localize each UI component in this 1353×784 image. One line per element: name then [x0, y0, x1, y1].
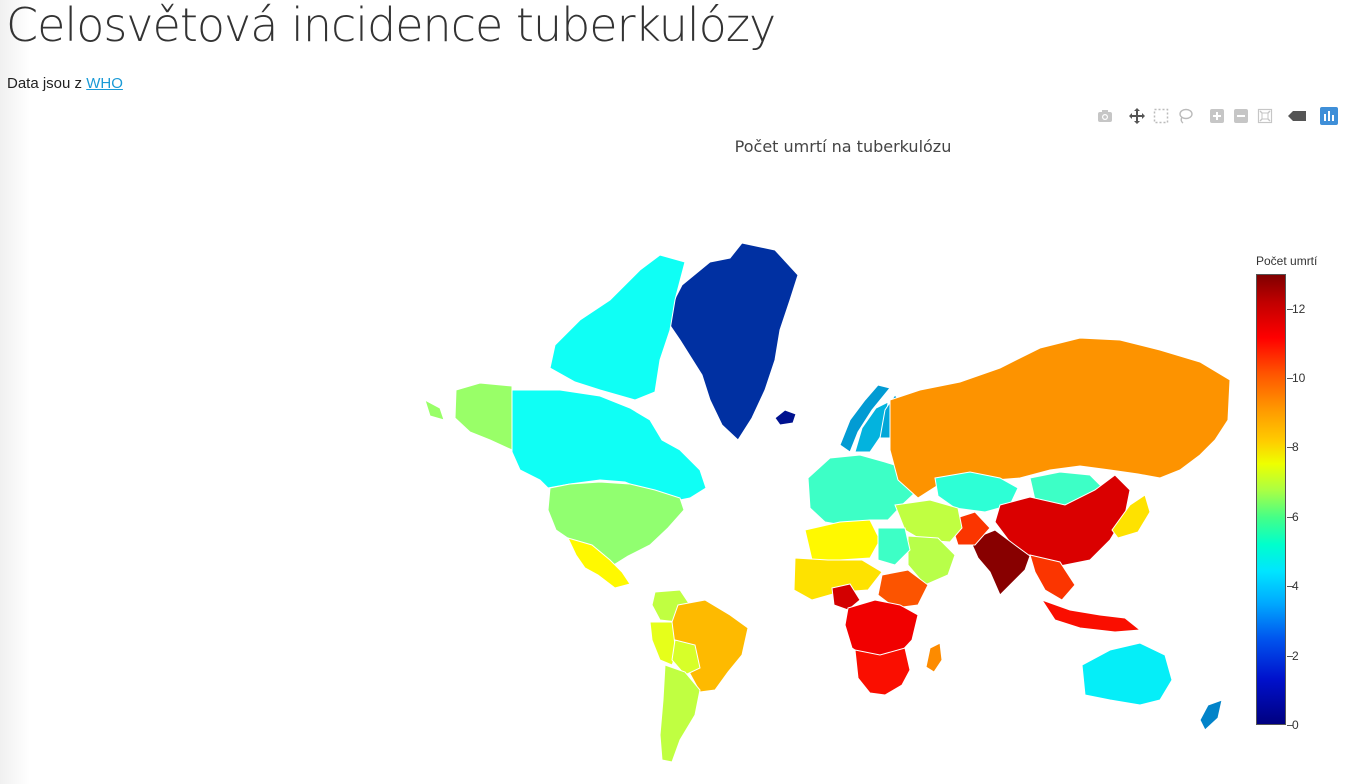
- country-alaska[interactable]: [424, 382, 513, 451]
- country-india[interactable]: [969, 529, 1031, 596]
- country-canadian-arctic[interactable]: [549, 254, 686, 401]
- colorbar-tick-label: 4: [1292, 579, 1299, 594]
- country-mexico[interactable]: [567, 537, 631, 589]
- country-norway[interactable]: [839, 384, 891, 453]
- country-chile-argentina[interactable]: [659, 664, 701, 763]
- colorbar-title: Počet umrtí: [1256, 254, 1318, 268]
- box-select-icon[interactable]: [1152, 107, 1170, 125]
- zoom-in-icon[interactable]: [1208, 107, 1226, 125]
- country-saudi-arabia[interactable]: [907, 535, 956, 586]
- colorbar-tick-label: 10: [1292, 371, 1306, 386]
- colorbar-tick-label: 12: [1292, 301, 1306, 316]
- plot-title: Počet umrtí na tuberkulózu: [734, 137, 952, 156]
- country-new-zealand[interactable]: [1199, 699, 1223, 731]
- country-middle-east[interactable]: [894, 499, 963, 543]
- colorbar-tick-mark: [1287, 516, 1293, 518]
- country-australia[interactable]: [1081, 642, 1173, 706]
- colorbar-tick-label: 6: [1292, 509, 1299, 524]
- page-shadow: [0, 0, 30, 784]
- colorbar-tick-mark: [1287, 447, 1293, 449]
- country-sweden[interactable]: [854, 401, 889, 453]
- country-united-states[interactable]: [547, 481, 685, 567]
- lasso-select-icon[interactable]: [1176, 107, 1194, 125]
- country-japan[interactable]: [1111, 494, 1151, 539]
- zoom-out-icon[interactable]: [1232, 107, 1250, 125]
- country-southern-africa[interactable]: [854, 647, 911, 696]
- country-nigeria[interactable]: [831, 583, 861, 611]
- source-prefix: Data jsou z: [7, 75, 83, 92]
- country-southeast-asia[interactable]: [1029, 554, 1076, 601]
- colorbar-tick-label: 0: [1292, 718, 1299, 732]
- colorbar-tick-mark: [1287, 725, 1293, 726]
- country-sahel[interactable]: [793, 557, 883, 601]
- colorbar-tick-mark: [1287, 655, 1293, 657]
- country-madagascar[interactable]: [925, 642, 943, 673]
- colorbar-tick-mark: [1287, 378, 1293, 380]
- country-bolivia[interactable]: [671, 639, 701, 676]
- country-egypt[interactable]: [877, 527, 911, 566]
- colorbar-tick-mark: [1287, 308, 1293, 310]
- who-link[interactable]: WHO: [86, 75, 123, 92]
- source-line: Data jsou z WHO: [7, 75, 123, 92]
- plot-modebar: [1090, 107, 1350, 129]
- country-ethiopia[interactable]: [877, 569, 929, 609]
- reset-view-icon[interactable]: [1256, 107, 1274, 125]
- country-algeria-libya[interactable]: [804, 519, 881, 561]
- page-title: Celosvětová incidence tuberkulózy: [6, 0, 776, 52]
- pan-icon[interactable]: [1128, 107, 1146, 125]
- camera-icon[interactable]: [1096, 107, 1114, 125]
- colorbar-tick-label: 2: [1292, 648, 1299, 663]
- colorbar: [1256, 274, 1286, 725]
- hover-icon[interactable]: [1288, 107, 1306, 125]
- colorbar-tick-mark: [1287, 586, 1293, 588]
- country-greenland[interactable]: [664, 242, 799, 441]
- country-iceland[interactable]: [774, 409, 797, 426]
- plotly-logo-icon[interactable]: [1320, 107, 1338, 125]
- world-map[interactable]: [420, 235, 1240, 770]
- colorbar-tick-label: 8: [1292, 440, 1299, 455]
- country-indonesia[interactable]: [1040, 599, 1142, 633]
